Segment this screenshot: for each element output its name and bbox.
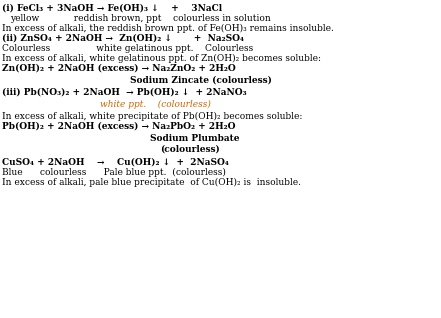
Text: Sodium Plumbate: Sodium Plumbate bbox=[150, 134, 239, 143]
Text: In excess of alkali, pale blue precipitate  of Cu(OH)₂ is  insoluble.: In excess of alkali, pale blue precipita… bbox=[2, 178, 301, 187]
Text: yellow            reddish brown, ppt    colourless in solution: yellow reddish brown, ppt colourless in … bbox=[10, 14, 271, 23]
Text: Pb(OH)₂ + 2NaOH (excess) → Na₂PbO₂ + 2H₂O: Pb(OH)₂ + 2NaOH (excess) → Na₂PbO₂ + 2H₂… bbox=[2, 122, 235, 131]
Text: (iii) Pb(NO₃)₂ + 2NaOH  → Pb(OH)₂ ↓  + 2NaNO₃: (iii) Pb(NO₃)₂ + 2NaOH → Pb(OH)₂ ↓ + 2Na… bbox=[2, 88, 247, 97]
Text: (i) FeCl₃ + 3NaOH → Fe(OH)₃ ↓    +    3NaCl: (i) FeCl₃ + 3NaOH → Fe(OH)₃ ↓ + 3NaCl bbox=[2, 4, 222, 13]
Text: white ppt.    (colourless): white ppt. (colourless) bbox=[100, 100, 211, 109]
Text: (colourless): (colourless) bbox=[160, 145, 220, 154]
Text: (ii) ZnSO₄ + 2NaOH →  Zn(OH)₂ ↓       +  Na₂SO₄: (ii) ZnSO₄ + 2NaOH → Zn(OH)₂ ↓ + Na₂SO₄ bbox=[2, 34, 244, 43]
Text: CuSO₄ + 2NaOH    →    Cu(OH)₂ ↓  +  2NaSO₄: CuSO₄ + 2NaOH → Cu(OH)₂ ↓ + 2NaSO₄ bbox=[2, 158, 229, 167]
Text: In excess of alkali, the reddish brown ppt. of Fe(OH)₃ remains insoluble.: In excess of alkali, the reddish brown p… bbox=[2, 24, 334, 33]
Text: Zn(OH)₂ + 2NaOH (excess) → Na₂ZnO₂ + 2H₂O: Zn(OH)₂ + 2NaOH (excess) → Na₂ZnO₂ + 2H₂… bbox=[2, 64, 236, 73]
Text: Colourless                white gelatinous ppt.    Colourless: Colourless white gelatinous ppt. Colourl… bbox=[2, 44, 253, 53]
Text: Blue      colourless      Pale blue ppt.  (colourless): Blue colourless Pale blue ppt. (colourle… bbox=[2, 168, 226, 177]
Text: In excess of alkali, white gelatinous ppt. of Zn(OH)₂ becomes soluble:: In excess of alkali, white gelatinous pp… bbox=[2, 54, 321, 63]
Text: In excess of alkali, white precipitate of Pb(OH)₂ becomes soluble:: In excess of alkali, white precipitate o… bbox=[2, 112, 303, 121]
Text: Sodium Zincate (colourless): Sodium Zincate (colourless) bbox=[130, 76, 272, 85]
